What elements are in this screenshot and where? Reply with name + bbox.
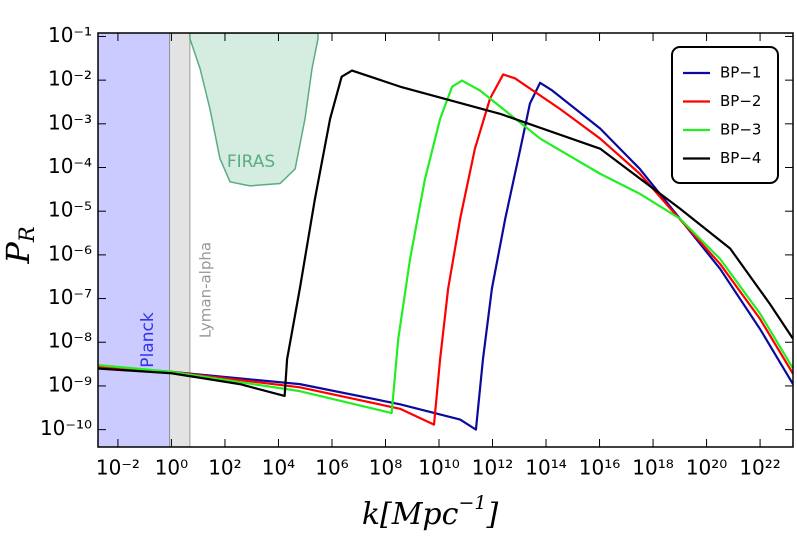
x-tick-label: 10¹⁰ — [418, 456, 459, 480]
x-tick-label: 10⁸ — [369, 456, 402, 480]
y-tick-label: 10⁻⁸ — [48, 329, 92, 353]
y-tick-label: 10⁻⁹ — [48, 372, 92, 396]
plot-frame — [97, 32, 794, 448]
x-axis-label-end: ] — [485, 497, 498, 532]
x-axis-label-text: k[Mpc — [362, 497, 459, 532]
plot-content — [98, 33, 793, 447]
legend-label: BP−1 — [720, 64, 761, 82]
x-tick-label: 10⁻² — [96, 456, 140, 480]
legend-box — [671, 46, 779, 184]
series-line — [98, 69, 793, 398]
y-tick-label: 10⁻⁴ — [48, 154, 92, 178]
y-tick-label: 10⁻³ — [48, 110, 92, 134]
constraint-region — [169, 33, 191, 447]
firas-label: FIRAS — [227, 152, 275, 172]
y-tick-label: 10⁻⁵ — [48, 198, 92, 222]
legend-label: BP−2 — [720, 92, 761, 110]
x-tick-label: 10⁶ — [315, 456, 348, 480]
x-tick-label: 10⁴ — [262, 456, 295, 480]
x-axis-label: k[Mpc−1] — [362, 492, 499, 532]
region-label: Planck — [138, 312, 158, 368]
y-axis-label: PR — [0, 226, 39, 265]
x-axis-label-sup: −1 — [458, 492, 486, 514]
firas-region — [189, 33, 319, 187]
y-tick-label: 10⁻⁶ — [48, 241, 92, 265]
x-tick-label: 10² — [208, 456, 241, 480]
x-tick-label: 10⁰ — [155, 456, 188, 480]
y-axis-label-text: P — [0, 242, 37, 265]
series-line — [98, 79, 793, 415]
x-tick-label: 10¹⁸ — [632, 456, 673, 480]
x-tick-label: 10¹⁴ — [525, 456, 566, 480]
y-tick-label: 10⁻¹ — [48, 23, 92, 47]
x-tick-label: 10¹⁶ — [579, 456, 620, 480]
x-tick-label: 10²⁰ — [686, 456, 727, 480]
y-tick-label: 10⁻⁷ — [48, 285, 92, 309]
y-tick-label: 10⁻² — [48, 67, 92, 91]
legend-label: BP−4 — [720, 149, 761, 167]
y-axis-label-sub: R — [15, 226, 39, 243]
y-tick-label: 10⁻¹⁰ — [40, 416, 92, 440]
x-tick-label: 10²² — [739, 456, 780, 480]
region-label: Lyman-alpha — [197, 242, 215, 338]
x-tick-label: 10¹² — [472, 456, 513, 480]
constraint-region — [98, 33, 171, 447]
legend-label: BP−3 — [720, 121, 761, 139]
